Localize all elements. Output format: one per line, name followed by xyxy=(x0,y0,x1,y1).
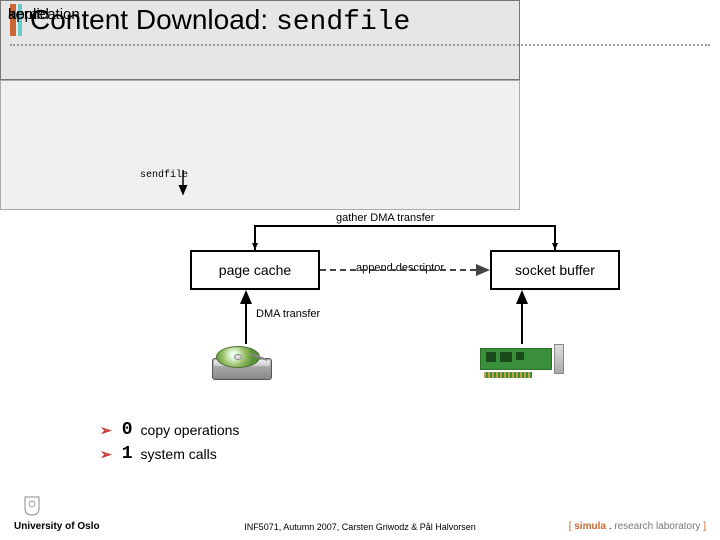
bullet-row-1: ➢ 0 copy operations xyxy=(100,420,239,440)
footer-right: [ simula . research laboratory ] xyxy=(569,521,706,532)
footer-simula: simula xyxy=(574,521,606,532)
gather-path-arrow2 xyxy=(252,243,258,250)
socket-buffer-text: socket buffer xyxy=(515,262,595,278)
bullet-1-text: copy operations xyxy=(141,422,240,438)
kernel-layer: kernel xyxy=(0,80,520,210)
nic-card-icon xyxy=(480,344,564,378)
dma-transfer-label: DMA transfer xyxy=(256,308,320,320)
chevron-icon: ➢ xyxy=(100,422,112,439)
bullet-2-text: system calls xyxy=(141,446,217,462)
kernel-label: kernel xyxy=(8,6,49,23)
bullet-1-count: 0 xyxy=(122,420,133,440)
page-cache-text: page cache xyxy=(219,262,291,278)
footer-lab: research laboratory xyxy=(614,521,700,532)
page-cache-box: page cache xyxy=(190,250,320,290)
gather-path-arrow1 xyxy=(552,243,558,250)
title-divider xyxy=(10,44,710,46)
gather-path xyxy=(255,226,555,250)
hard-drive-icon xyxy=(210,340,276,384)
gather-dma-label: gather DMA transfer xyxy=(336,212,434,224)
footer-center: INF5071, Autumn 2007, Carsten Griwodz & … xyxy=(244,522,476,532)
footer-bracket-close: ] xyxy=(700,521,706,532)
bullet-list: ➢ 0 copy operations ➢ 1 system calls xyxy=(100,420,239,468)
uio-crest-icon xyxy=(24,496,40,516)
chevron-icon: ➢ xyxy=(100,446,112,463)
append-descriptor-label: append descriptor xyxy=(356,262,444,274)
bullet-2-count: 1 xyxy=(122,444,133,464)
bullet-row-2: ➢ 1 system calls xyxy=(100,444,239,464)
socket-buffer-box: socket buffer xyxy=(490,250,620,290)
title-mono: sendfile xyxy=(276,7,410,38)
sendfile-label: sendfile xyxy=(140,170,188,181)
footer-left: University of Oslo xyxy=(14,521,100,532)
title-bar: Content Download: sendfile xyxy=(0,0,720,42)
slide: Content Download: sendfile application k… xyxy=(0,0,720,540)
page-title: Content Download: sendfile xyxy=(30,4,410,35)
